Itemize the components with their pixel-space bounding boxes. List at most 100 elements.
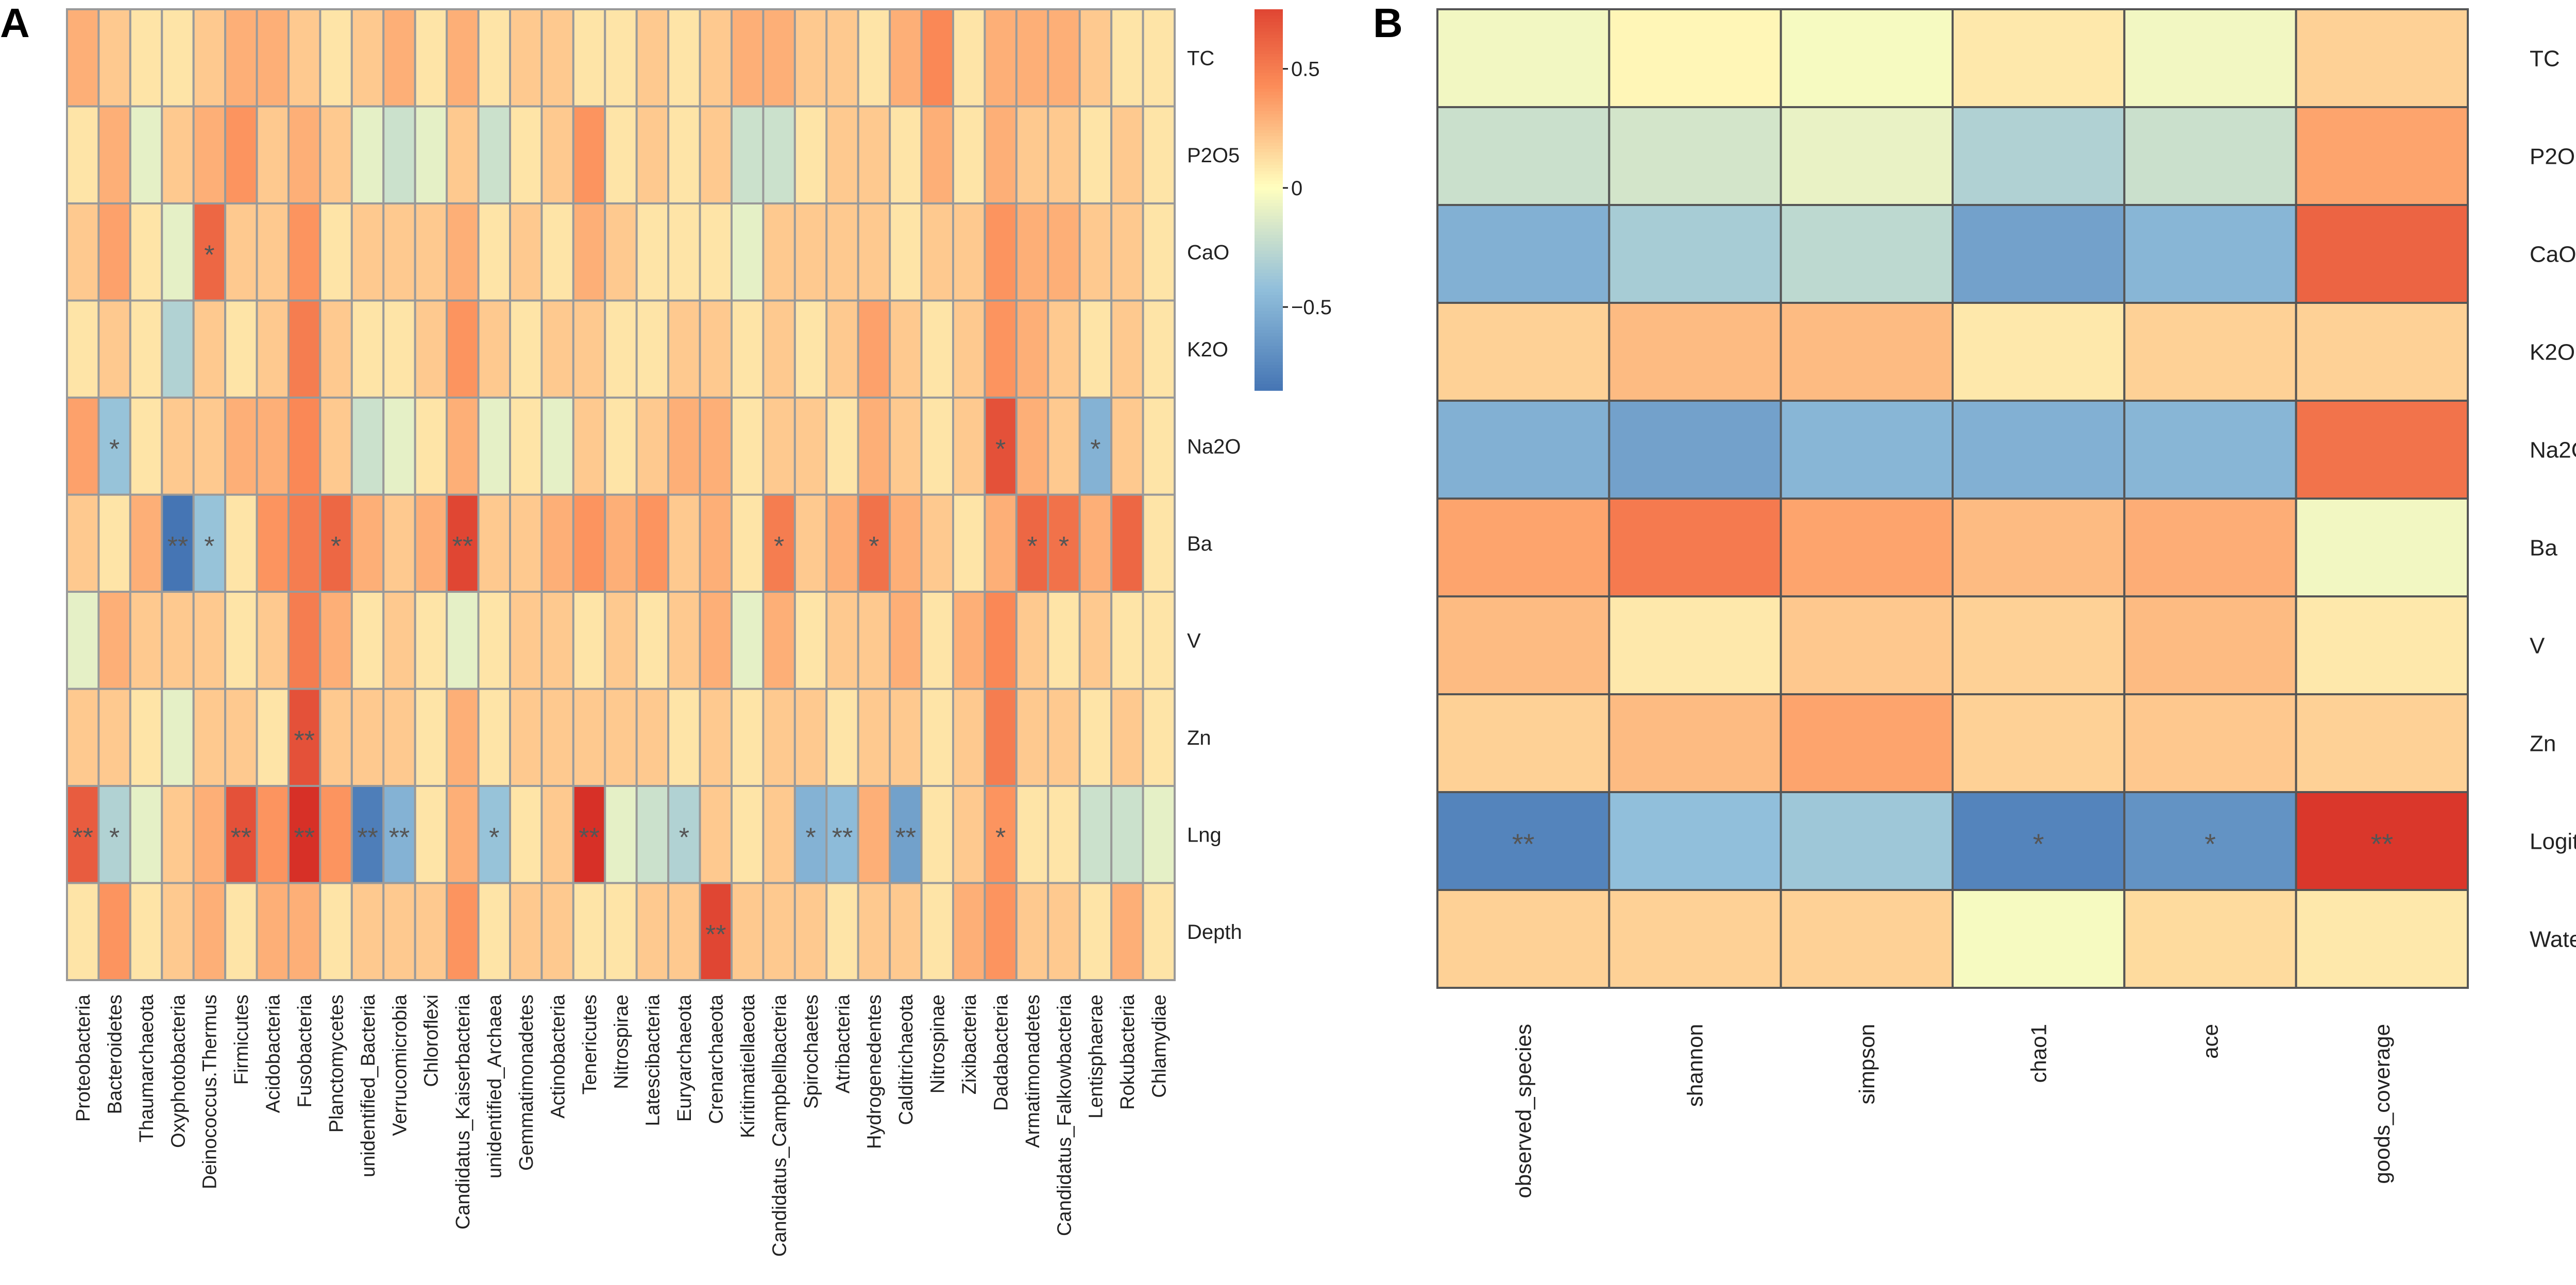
heatmap-a-cell-tc-calditrichaeota [889,8,923,108]
heatmap-a-cell-k2o-rokubacteria [1110,299,1144,399]
heatmap-a-cell-k2o-unidentified-bacteria [350,299,385,399]
heatmap-a-cell-k2o-chloroflexi [414,299,448,399]
heatmap-a-cell-v-armatimonadetes [1015,591,1049,690]
heatmap-b-significance-logitude-goods-coverage: ** [2371,828,2394,860]
heatmap-b-cell-water-depth-chao1 [1952,889,2126,989]
colorbar-a-segment [1255,378,1283,382]
heatmap-a-cell-zn-verrucomicrobia [382,688,416,787]
heatmap-a-cell-cao-unidentified-archaea [477,202,511,302]
colorbar-a-segment [1255,187,1283,191]
heatmap-a-cell-cao-thaumarchaeota [129,202,163,302]
colorbar-a-segment [1255,50,1283,55]
heatmap-a-cell-cao-nitrospinae [920,202,954,302]
heatmap-a-cell-tc-acidobacteria [256,8,290,108]
heatmap-a-cell-ba-proteobacteria [66,493,100,593]
heatmap-a-column-label-candidatus-falkowbacteria: Candidatus_Falkowbacteria [1054,994,1075,1236]
colorbar-a-segment [1255,238,1283,242]
heatmap-a-cell-lng-actinobacteria [540,785,574,884]
heatmap-a-cell-zn-oxyphotobacteria [161,688,195,787]
heatmap-a-cell-v-proteobacteria [66,591,100,690]
heatmap-a-cell-tc-firmicutes [224,8,258,108]
heatmap-a-column-label-chloroflexi: Chloroflexi [421,995,443,1087]
colorbar-a-segment [1255,12,1283,16]
heatmap-a-cell-depth-gemmatimonadetes [509,882,543,981]
heatmap-a-cell-na2o-rokubacteria [1110,397,1144,496]
heatmap-a-column-label-tenericutes: Tenericutes [579,995,601,1094]
heatmap-a-cell-p2o5-planctomycetes [319,105,353,204]
heatmap-a-significance-ba-candidatus-falkowbacteria: * [1059,532,1069,561]
colorbar-a-segment [1255,257,1283,261]
colorbar-a-segment [1255,165,1283,169]
heatmap-a-cell-cao-fusobacteria [287,202,321,302]
heatmap-b-cell-zn-shannon [1608,693,1782,793]
heatmap-a-cell-depth-fusobacteria [287,882,321,981]
heatmap-a-cell-k2o-chlamydiae [1142,299,1176,399]
colorbar-a-segment [1255,231,1283,235]
heatmap-a-cell-p2o5-crenarchaeota [699,105,733,204]
heatmap-a-cell-v-unidentified-bacteria [350,591,385,690]
colorbar-a-segment [1255,130,1283,134]
heatmap-a-cell-p2o5-dadabacteria [984,105,1018,204]
heatmap-a-cell-k2o-euryarchaeota [667,299,701,399]
heatmap-b-cell-tc-chao1 [1952,8,2126,108]
heatmap-a-column-label-crenarchaeota: Crenarchaeota [706,994,727,1124]
heatmap-a-cell-ba-nitrospirae [604,493,638,593]
heatmap-a-significance-lng-fusobacteria: ** [294,823,314,853]
heatmap-a-cell-na2o-spirochaetes [793,397,828,496]
heatmap-a-cell-k2o-bacteroidetes [97,299,131,399]
heatmap-a-cell-zn-nitrospinae [920,688,954,787]
colorbar-a-segment [1255,381,1283,385]
heatmap-a-cell-k2o-proteobacteria [66,299,100,399]
heatmap-a-cell-depth-chlamydiae [1142,882,1176,981]
heatmap-a-cell-zn-hydrogenedentes [857,688,891,787]
heatmap-a-cell-lng-dadabacteria [984,785,1018,884]
heatmap-a-cell-na2o-atribacteria [825,397,859,496]
heatmap-b-row-label-logitude: Logitude [2530,829,2576,854]
heatmap-a-row-label-cao: CaO [1187,241,1229,264]
colorbar-a-segment [1255,193,1283,197]
heatmap-a-cell-depth-oxyphotobacteria [161,882,195,981]
heatmap-a-cell-zn-euryarchaeota [667,688,701,787]
heatmap-a-column-label-kiritimatiellaeota: Kiritimatiellaeota [737,994,759,1138]
heatmap-a-cell-na2o-nitrospinae [920,397,954,496]
heatmap-b-row-label-ba: Ba [2530,535,2557,560]
colorbar-a-segment [1255,162,1283,165]
colorbar-a-segment [1255,98,1283,102]
heatmap-a-significance-ba-candidatus-campbellbacteria: * [774,532,784,561]
heatmap-b-cell-na2o-shannon [1608,400,1782,500]
heatmap-a-cell-p2o5-calditrichaeota [889,105,923,204]
heatmap-a-significance-lng-atribacteria: ** [832,823,853,853]
colorbar-a-segment [1255,155,1283,159]
colorbar-a-segment [1255,9,1283,13]
heatmap-a-column-label-planctomycetes: Planctomycetes [326,995,347,1133]
colorbar-a-segment [1255,41,1283,45]
heatmap-a-cell-k2o-fusobacteria [287,299,321,399]
heatmap-a-row-label-na2o: Na2O [1187,435,1241,458]
colorbar-a-segment [1255,336,1283,340]
panel-label-b: B [1373,0,1403,46]
heatmap-a-cell-v-unidentified-archaea [477,591,511,690]
heatmap-a-cell-cao-acidobacteria [256,202,290,302]
heatmap-a-column-label-fusobacteria: Fusobacteria [294,994,316,1108]
heatmap-a-cell-na2o-hydrogenedentes [857,397,891,496]
heatmap-a-cell-ba-rokubacteria [1110,493,1144,593]
colorbar-a-segment [1255,95,1283,99]
heatmap-a-cell-cao-crenarchaeota [699,202,733,302]
colorbar-a-segment [1255,133,1283,137]
colorbar-a-segment [1255,320,1283,324]
heatmap-a-cell-k2o-oxyphotobacteria [161,299,195,399]
colorbar-a-segment [1255,295,1283,299]
heatmap-a-significance-depth-crenarchaeota: ** [705,920,726,950]
colorbar-a-segment [1255,63,1283,67]
colorbar-a-segment [1255,279,1283,283]
heatmap-a-cell-lng-chloroflexi [414,785,448,884]
heatmap-a-cell-k2o-deinococcus-thermus [192,299,227,399]
colorbar-a-segment [1255,89,1283,93]
heatmap-b-cell-ba-chao1 [1952,498,2126,597]
heatmap-a-cell-zn-deinococcus-thermus [192,688,227,787]
heatmap-a-significance-lng-proteobacteria: ** [72,823,93,853]
heatmap-a-cell-tc-thaumarchaeota [129,8,163,108]
heatmap-a-cell-lng-candidatus-kaiserbacteria [446,785,480,884]
colorbar-a-segment [1255,311,1283,315]
heatmap-a-cell-tc-armatimonadetes [1015,8,1049,108]
